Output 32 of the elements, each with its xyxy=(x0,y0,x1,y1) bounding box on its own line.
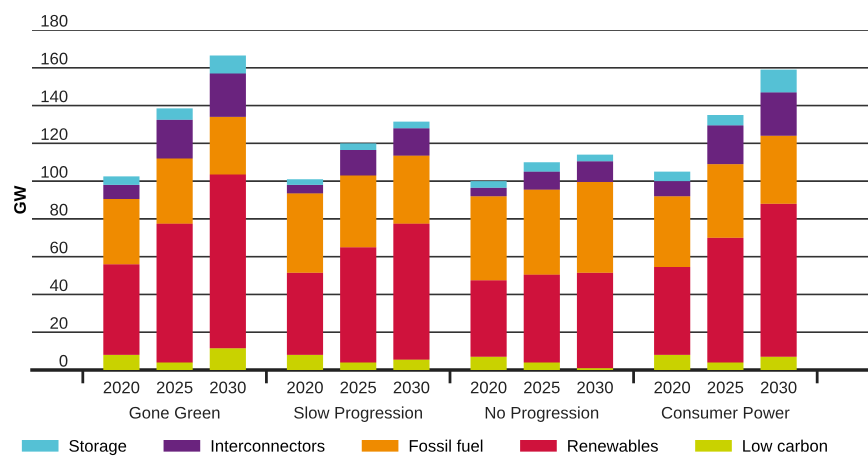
y-tick-label: 20 xyxy=(50,317,68,329)
x-tick-label: 2020 xyxy=(104,382,140,394)
text: Slow Progression xyxy=(294,406,422,422)
x-tick-label: 2020 xyxy=(287,382,323,394)
x-tick-label: 2025 xyxy=(708,382,744,394)
x-tick-label: 2025 xyxy=(156,382,192,394)
y-tick-label: 160 xyxy=(42,52,68,64)
text: Consumer Power xyxy=(662,406,790,419)
x-tick-label: 2030 xyxy=(210,382,246,394)
y-tick-label: 180 xyxy=(42,14,68,27)
text: Gone Green xyxy=(130,406,220,419)
x-tick-label: 2025 xyxy=(340,382,376,394)
legend-label: Low carbon xyxy=(743,440,827,452)
text: No Progression xyxy=(486,406,598,422)
y-axis-title: GW xyxy=(14,186,26,214)
legend-label: Fossil fuel xyxy=(410,440,482,452)
x-tick-label: 2020 xyxy=(654,382,690,394)
y-tick-label: 40 xyxy=(50,279,68,292)
x-tick-label: 2030 xyxy=(760,382,796,394)
y-tick-label: 0 xyxy=(59,354,68,367)
y-tick-label: 60 xyxy=(50,242,68,254)
x-tick-label: 2020 xyxy=(470,382,506,394)
y-tick-label: 100 xyxy=(42,166,68,178)
legend-label: Renewables xyxy=(568,440,658,452)
y-tick-label: 120 xyxy=(42,128,68,140)
y-tick-label: 80 xyxy=(50,204,68,216)
y-tick-label: 140 xyxy=(42,90,68,102)
x-tick-label: 2030 xyxy=(577,382,613,394)
x-tick-label: 2030 xyxy=(394,382,430,394)
legend-label: Interconnectors xyxy=(212,440,324,452)
x-tick-label: 2025 xyxy=(524,382,560,394)
legend-label: Storage xyxy=(69,440,126,456)
